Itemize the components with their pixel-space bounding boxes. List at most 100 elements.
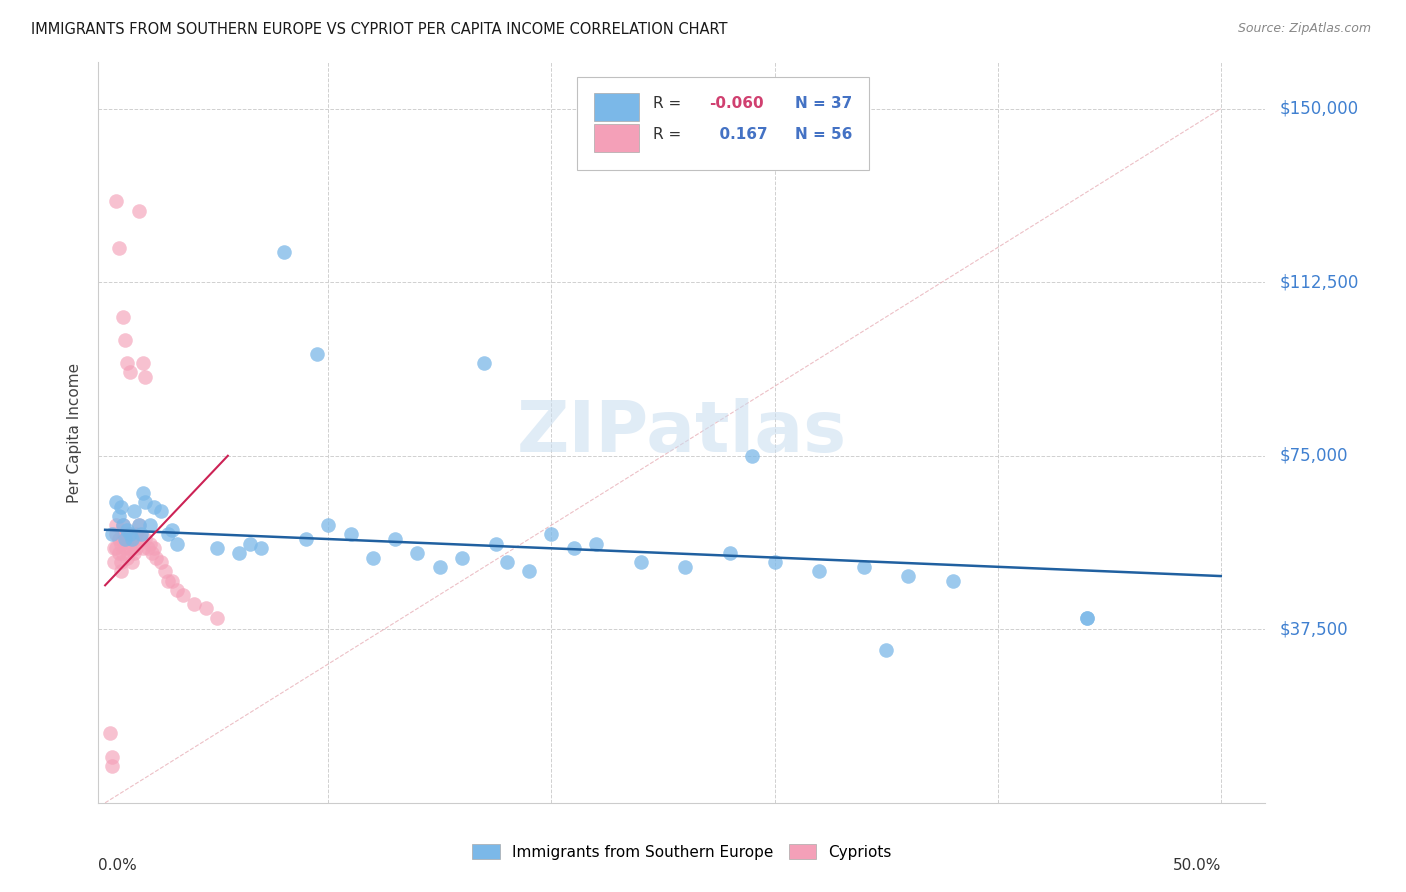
Point [942,574,965,588]
Point [117,532,139,546]
Point [160,523,183,537]
Point [107,546,129,560]
Point [562,541,585,556]
Point [239,536,262,550]
Point [339,527,361,541]
Text: -0.060: -0.060 [709,95,763,111]
Point [166,582,188,597]
Bar [595,93,638,121]
Y-axis label: Per Capita Income: Per Capita Income [67,362,83,503]
Point [295,532,318,546]
Text: 0.167: 0.167 [709,127,768,142]
Point [101,749,124,764]
Point [172,588,194,602]
Text: R =: R = [652,95,686,111]
Text: 50.0%: 50.0% [1173,858,1220,873]
Point [111,532,134,546]
Point [129,527,152,541]
Point [114,333,136,347]
Point [495,555,517,569]
Point [136,541,159,556]
Point [585,536,607,550]
Point [273,245,295,260]
Point [484,536,506,550]
Point [132,541,155,556]
Point [228,546,250,560]
Point [103,555,125,569]
Point [741,449,763,463]
Point [125,541,148,556]
Point [101,527,124,541]
Point [128,518,150,533]
Point [155,565,177,579]
Point [134,370,156,384]
Point [117,356,139,370]
Point [134,532,156,546]
Point [316,518,339,533]
Point [107,240,129,255]
Point [101,758,124,772]
Point [105,541,128,556]
Point [110,536,132,550]
Point [474,356,496,370]
Point [145,550,167,565]
Point [118,541,141,556]
Point [406,546,429,560]
Point [451,550,474,565]
Point [125,527,148,541]
Point [149,555,172,569]
Point [718,546,741,560]
Point [105,527,128,541]
Point [149,504,172,518]
Point [250,541,273,556]
Text: N = 56: N = 56 [796,127,852,142]
Point [111,518,134,533]
Text: $150,000: $150,000 [1279,100,1358,118]
Point [114,532,136,546]
Point [139,536,162,550]
Point [205,610,228,624]
Point [141,546,163,560]
Point [156,574,179,588]
Point [122,532,145,546]
Point [121,555,143,569]
Point [183,597,205,611]
Text: Source: ZipAtlas.com: Source: ZipAtlas.com [1237,22,1371,36]
Point [540,527,562,541]
Bar [595,124,638,152]
Point [128,203,150,218]
Text: IMMIGRANTS FROM SOUTHERN EUROPE VS CYPRIOT PER CAPITA INCOME CORRELATION CHART: IMMIGRANTS FROM SOUTHERN EUROPE VS CYPRI… [31,22,727,37]
Point [517,565,540,579]
Point [166,536,188,550]
Text: $37,500: $37,500 [1279,620,1348,639]
Point [107,508,129,523]
Point [143,500,166,514]
Point [105,518,128,533]
Point [808,565,831,579]
Point [194,601,217,615]
Text: N = 37: N = 37 [796,95,852,111]
Point [128,518,150,533]
Point [763,555,786,569]
Point [205,541,228,556]
Point [875,643,897,657]
Point [98,726,121,740]
Text: ZIPatlas: ZIPatlas [517,398,846,467]
Point [121,536,143,550]
Point [134,495,156,509]
Point [1076,610,1098,624]
Point [110,500,132,514]
Text: $112,500: $112,500 [1279,273,1358,291]
Legend: Immigrants from Southern Europe, Cypriots: Immigrants from Southern Europe, Cypriot… [465,838,898,866]
Point [129,532,152,546]
Point [1076,610,1098,624]
Point [114,541,136,556]
Point [111,546,134,560]
Point [361,550,384,565]
Point [111,518,134,533]
Point [118,527,141,541]
Point [107,532,129,546]
Text: R =: R = [652,127,686,142]
Point [103,541,125,556]
Point [121,532,143,546]
